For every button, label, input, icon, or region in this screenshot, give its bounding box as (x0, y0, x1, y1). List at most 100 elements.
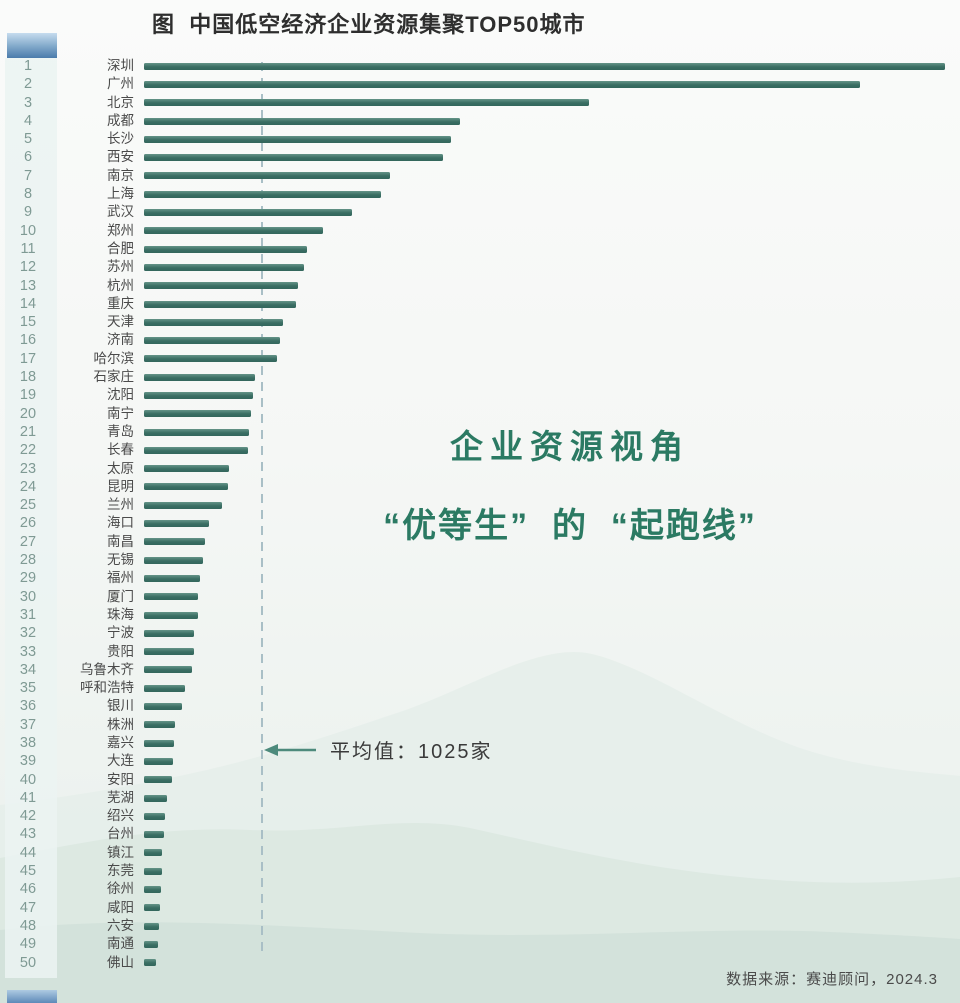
average-annotation: 平均值：1025家 (264, 735, 493, 764)
city-bar (144, 465, 230, 473)
city-bar (144, 300, 297, 308)
chart-row: 14 重庆 (0, 295, 960, 313)
rank-label: 36 (19, 698, 37, 715)
rank-label: 12 (19, 259, 37, 276)
chart-row: 39 大连 (0, 752, 960, 770)
city-bar (144, 940, 158, 948)
city-label: 佛山 (107, 954, 134, 970)
city-bar (144, 574, 200, 582)
city-bar (144, 337, 281, 345)
city-label: 重庆 (107, 295, 134, 311)
bar-chart: 1 深圳 2 广州 3 北京 4 成都 5 长沙 6 西安 (0, 57, 960, 972)
rank-label: 4 (23, 112, 33, 129)
rank-label: 34 (19, 661, 37, 678)
city-bar (144, 117, 460, 125)
city-bar (144, 172, 390, 180)
bar-track (144, 904, 960, 912)
bar-track (144, 190, 960, 198)
rank-label: 44 (19, 844, 37, 861)
city-bar (144, 593, 199, 601)
city-bar (144, 867, 162, 875)
rank-label: 41 (19, 789, 37, 806)
city-bar (144, 154, 443, 162)
bar-track (144, 282, 960, 290)
rank-label: 15 (19, 314, 37, 331)
chart-row: 41 芜湖 (0, 789, 960, 807)
city-bar (144, 501, 222, 509)
chart-row: 44 镇江 (0, 844, 960, 862)
rank-label: 30 (19, 588, 37, 605)
bar-track (144, 263, 960, 271)
city-label: 广州 (107, 76, 134, 92)
city-bar (144, 703, 183, 711)
city-bar (144, 794, 167, 802)
city-label: 安阳 (107, 771, 134, 787)
chart-row: 46 徐州 (0, 880, 960, 898)
city-bar (144, 959, 157, 967)
chart-row: 29 福州 (0, 569, 960, 587)
rank-label: 33 (19, 643, 37, 660)
bar-track (144, 428, 960, 436)
chart-row: 25 兰州 (0, 496, 960, 514)
bar-track (144, 245, 960, 253)
city-label: 北京 (107, 94, 134, 110)
city-bar (144, 556, 204, 564)
bar-track (144, 135, 960, 143)
bar-track (144, 227, 960, 235)
chart-row: 1 深圳 (0, 57, 960, 75)
chart-row: 37 株洲 (0, 716, 960, 734)
city-label: 银川 (107, 698, 134, 714)
city-bar (144, 611, 198, 619)
rank-label: 42 (19, 808, 37, 825)
rank-label: 22 (19, 442, 37, 459)
rank-label: 13 (19, 277, 37, 294)
city-label: 武汉 (107, 204, 134, 220)
bar-track (144, 959, 960, 967)
bar-track (144, 922, 960, 930)
city-bar (144, 886, 162, 893)
chart-row: 26 海口 (0, 514, 960, 532)
rank-label: 27 (19, 533, 37, 550)
chart-row: 8 上海 (0, 185, 960, 203)
city-label: 福州 (107, 570, 134, 586)
bar-track (144, 483, 960, 491)
city-label: 石家庄 (93, 369, 135, 385)
city-label: 南通 (107, 936, 134, 952)
city-label: 兰州 (107, 497, 134, 513)
bar-track (144, 812, 960, 820)
rank-label: 49 (19, 936, 37, 953)
city-label: 绍兴 (107, 808, 134, 824)
chart-row: 43 台州 (0, 825, 960, 843)
city-label: 台州 (107, 826, 134, 842)
bar-track (144, 556, 960, 564)
city-label: 杭州 (107, 277, 134, 293)
city-bar (144, 904, 161, 912)
bar-track (144, 520, 960, 528)
bar-track (144, 849, 960, 857)
city-bar (144, 428, 250, 436)
chart-row: 48 六安 (0, 917, 960, 935)
bar-track (144, 99, 960, 107)
rank-label: 31 (19, 606, 37, 623)
city-bar (144, 520, 210, 528)
bar-track (144, 666, 960, 674)
rank-label: 18 (19, 369, 37, 386)
chart-row: 4 成都 (0, 112, 960, 130)
bar-track (144, 154, 960, 162)
rank-label: 38 (19, 734, 37, 751)
city-bar (144, 282, 299, 290)
rank-label: 5 (23, 131, 33, 148)
chart-row: 9 武汉 (0, 203, 960, 221)
bar-track (144, 410, 960, 418)
bar-track (144, 117, 960, 125)
bar-track (144, 940, 960, 948)
rank-label: 10 (19, 222, 37, 239)
city-label: 呼和浩特 (80, 680, 134, 696)
chart-row: 32 宁波 (0, 624, 960, 642)
city-bar (144, 391, 253, 399)
rank-label: 7 (23, 167, 33, 184)
chart-row: 20 南宁 (0, 405, 960, 423)
chart-row: 19 沈阳 (0, 386, 960, 404)
city-label: 青岛 (107, 423, 134, 439)
rank-label: 35 (19, 680, 37, 697)
